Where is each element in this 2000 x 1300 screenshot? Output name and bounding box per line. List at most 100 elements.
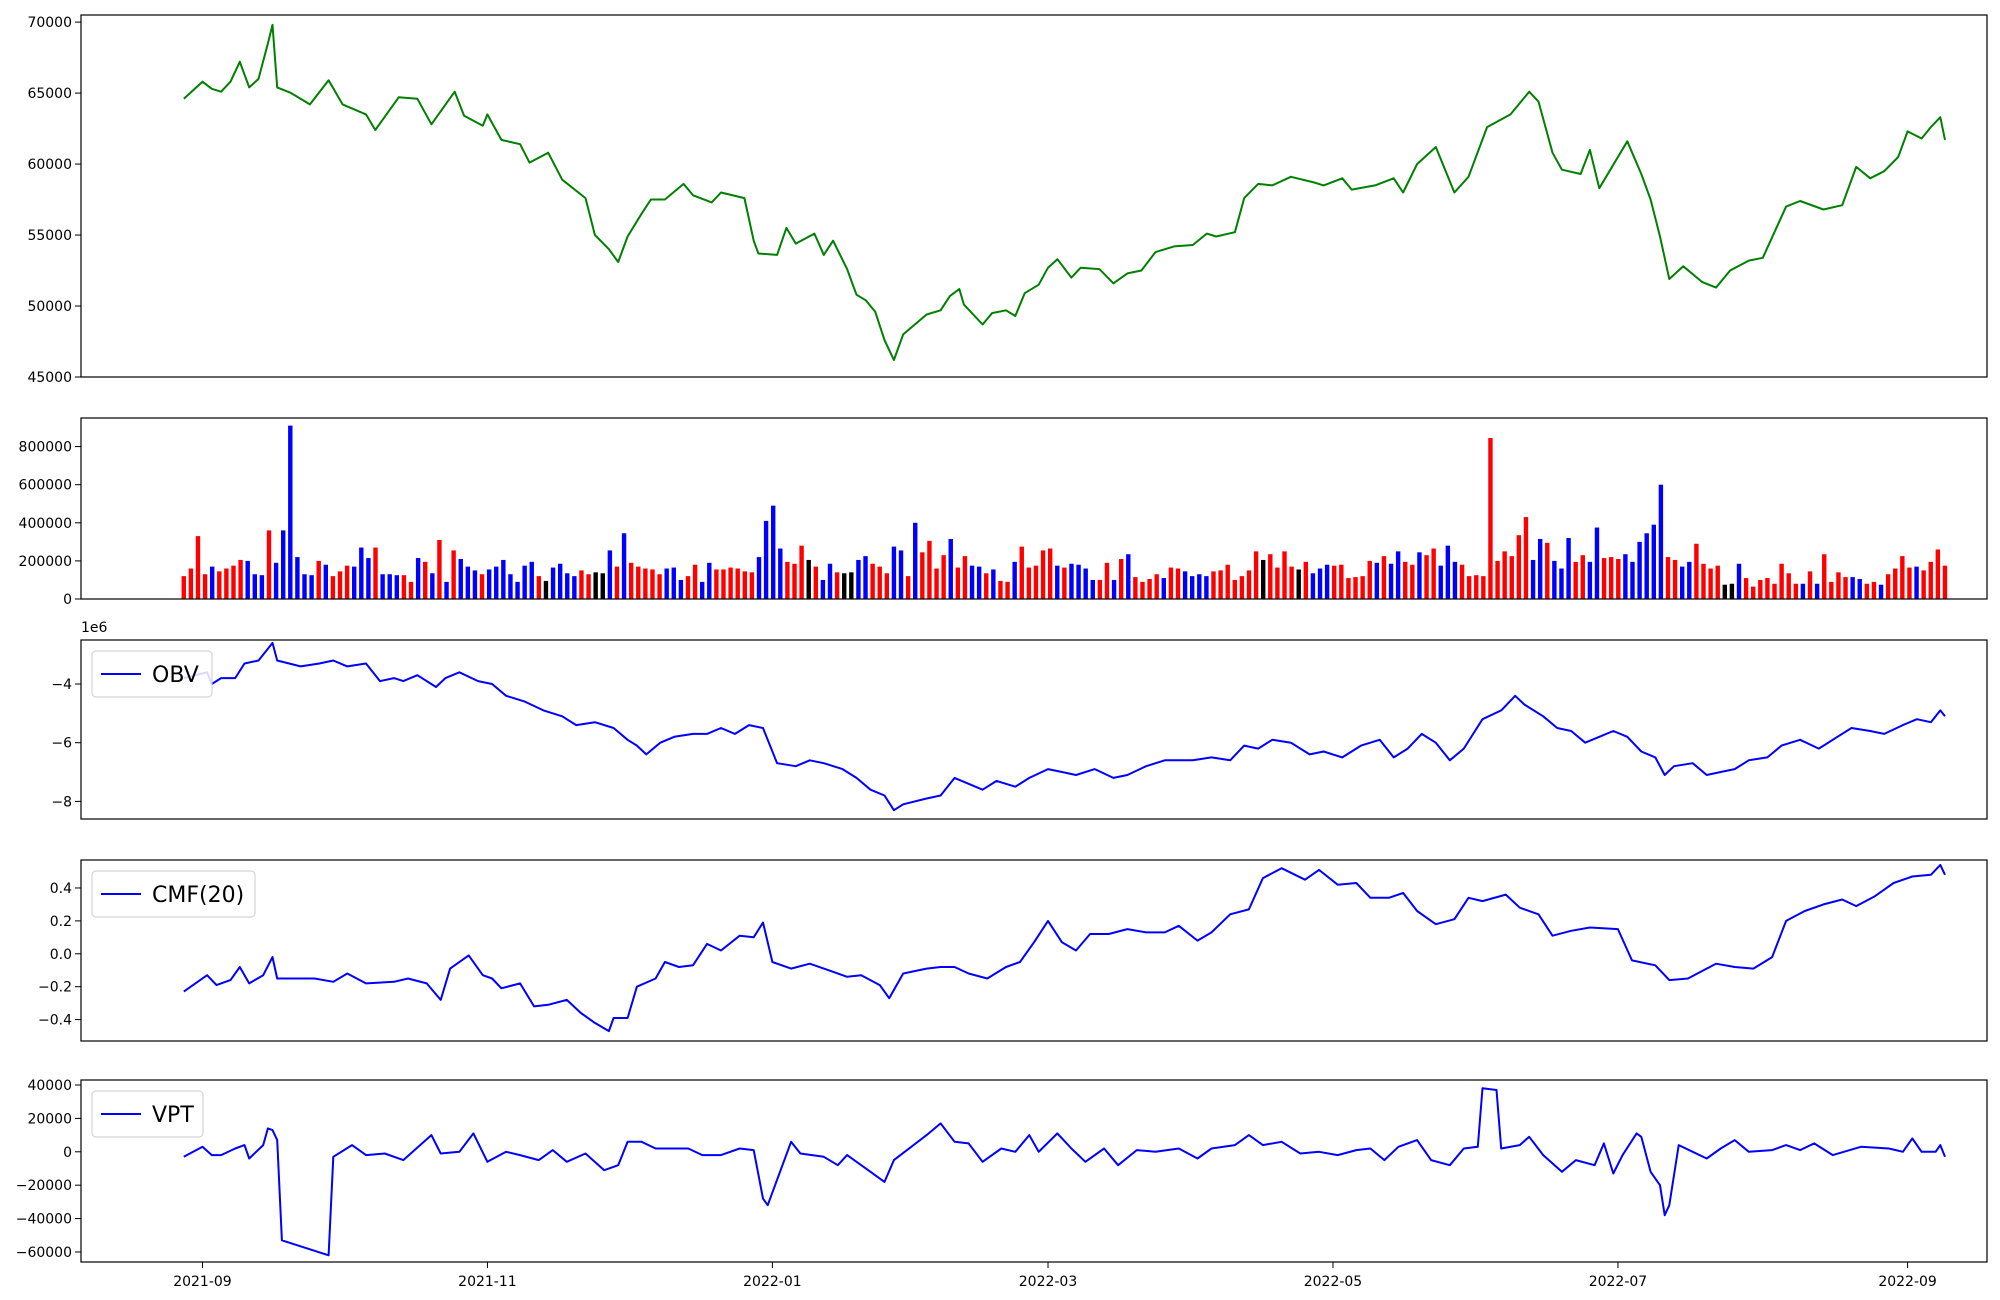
volume-bar	[1509, 556, 1514, 599]
volume-bar	[550, 567, 556, 599]
volume-bar	[1701, 563, 1706, 599]
volume-bar	[252, 574, 257, 599]
volume-bar	[778, 548, 783, 599]
volume-bar	[529, 561, 534, 599]
volume-bar	[1857, 578, 1862, 599]
volume-bar	[934, 568, 939, 599]
vpt-panel: −60000 −40000 −20000 0 20000 40000 VPT	[16, 1078, 1988, 1263]
volume-ytick-label: 800000	[19, 440, 72, 456]
volume-bar	[1040, 550, 1046, 599]
volume-bar	[1182, 571, 1188, 599]
volume-bar	[1069, 563, 1074, 599]
volume-bar	[1843, 577, 1848, 599]
volume-bar	[1893, 568, 1898, 599]
volume-bar	[1346, 578, 1351, 599]
volume-bar	[962, 556, 968, 599]
volume-bar	[259, 575, 265, 599]
volume-bar	[1545, 542, 1550, 599]
volume-bar	[820, 579, 826, 599]
volume-bar	[593, 572, 598, 599]
volume-bar	[1616, 558, 1621, 599]
volume-bar	[1687, 561, 1692, 599]
volume-bar	[742, 571, 747, 599]
volume-bar	[1928, 561, 1933, 599]
cmf-series-line	[183, 863, 1946, 1033]
volume-bar	[1644, 533, 1649, 599]
volume-bar	[1282, 551, 1287, 599]
volume-bar	[1367, 560, 1372, 599]
volume-bar	[1516, 535, 1522, 599]
volume-bar	[884, 573, 890, 599]
volume-bar	[1800, 583, 1806, 599]
volume-bar	[408, 581, 414, 599]
volume-bar	[1587, 561, 1593, 599]
volume-bar	[323, 564, 329, 599]
volume-bar	[1481, 576, 1486, 599]
volume-bar	[1161, 578, 1166, 599]
volume-bar	[195, 536, 201, 599]
volume-bar	[771, 505, 776, 599]
volume-bar	[1523, 517, 1529, 599]
volume-bar	[1012, 561, 1017, 599]
volume-bar	[1772, 583, 1777, 599]
volume-bar	[288, 425, 293, 599]
x-tick-label: 2021-11	[458, 1274, 517, 1290]
volume-bar	[785, 561, 790, 599]
price-axes-frame	[80, 14, 1988, 378]
volume-bar	[1118, 558, 1124, 599]
price-ytick-label: 50000	[27, 299, 72, 315]
volume-bar	[451, 550, 456, 599]
volume-bar	[1942, 565, 1948, 599]
volume-bar	[877, 566, 882, 599]
volume-bar	[579, 570, 584, 599]
volume-bar	[607, 550, 613, 599]
volume-bar	[735, 568, 740, 599]
volume-bar	[1566, 538, 1571, 599]
volume-bar	[557, 563, 563, 599]
volume-bar	[1758, 579, 1763, 599]
obv-legend-label: OBV	[152, 663, 199, 688]
volume-bar	[508, 574, 513, 599]
volume-bar	[1268, 554, 1273, 599]
volume-bar	[692, 564, 698, 599]
volume-bar	[856, 559, 861, 599]
volume-bar	[1424, 555, 1429, 599]
volume-bar	[1097, 579, 1103, 599]
volume-axes-frame	[80, 417, 1988, 600]
volume-bar	[1438, 565, 1443, 599]
volume-bar	[1751, 586, 1756, 599]
cmf-legend-label: CMF(20)	[152, 883, 244, 908]
volume-bar	[1104, 562, 1110, 599]
volume-ytick-label: 600000	[19, 478, 72, 494]
obv-series-line	[183, 641, 1946, 812]
volume-bar	[1339, 564, 1344, 599]
cmf-ytick-label: 0.2	[50, 914, 72, 930]
volume-bar	[1296, 569, 1301, 599]
volume-bar	[756, 557, 762, 599]
volume-bar	[1324, 564, 1330, 599]
volume-bar	[273, 562, 279, 599]
vpt-ytick-label: −60000	[16, 1245, 72, 1261]
volume-bar	[1594, 527, 1600, 599]
volume-bar	[1836, 572, 1841, 599]
price-series-line	[183, 23, 1946, 361]
volume-bar	[1708, 568, 1713, 599]
cmf-legend-box	[91, 870, 256, 918]
volume-bar	[1466, 576, 1472, 599]
volume-bar	[927, 540, 932, 599]
volume-bar	[437, 539, 442, 599]
volume-bar	[1239, 576, 1245, 599]
volume-bar	[1126, 554, 1131, 599]
volume-bar	[621, 533, 627, 599]
volume-bar	[685, 576, 691, 599]
volume-bar	[501, 559, 506, 599]
volume-bar	[1175, 568, 1181, 599]
volume-bar	[359, 547, 364, 599]
volume-bar	[1111, 579, 1117, 599]
volume-bar	[991, 569, 996, 599]
volume-bar	[1580, 555, 1585, 599]
volume-bar	[1211, 571, 1216, 599]
price-ytick-label: 55000	[27, 228, 72, 244]
volume-bar	[565, 573, 570, 599]
volume-bar	[387, 574, 392, 599]
